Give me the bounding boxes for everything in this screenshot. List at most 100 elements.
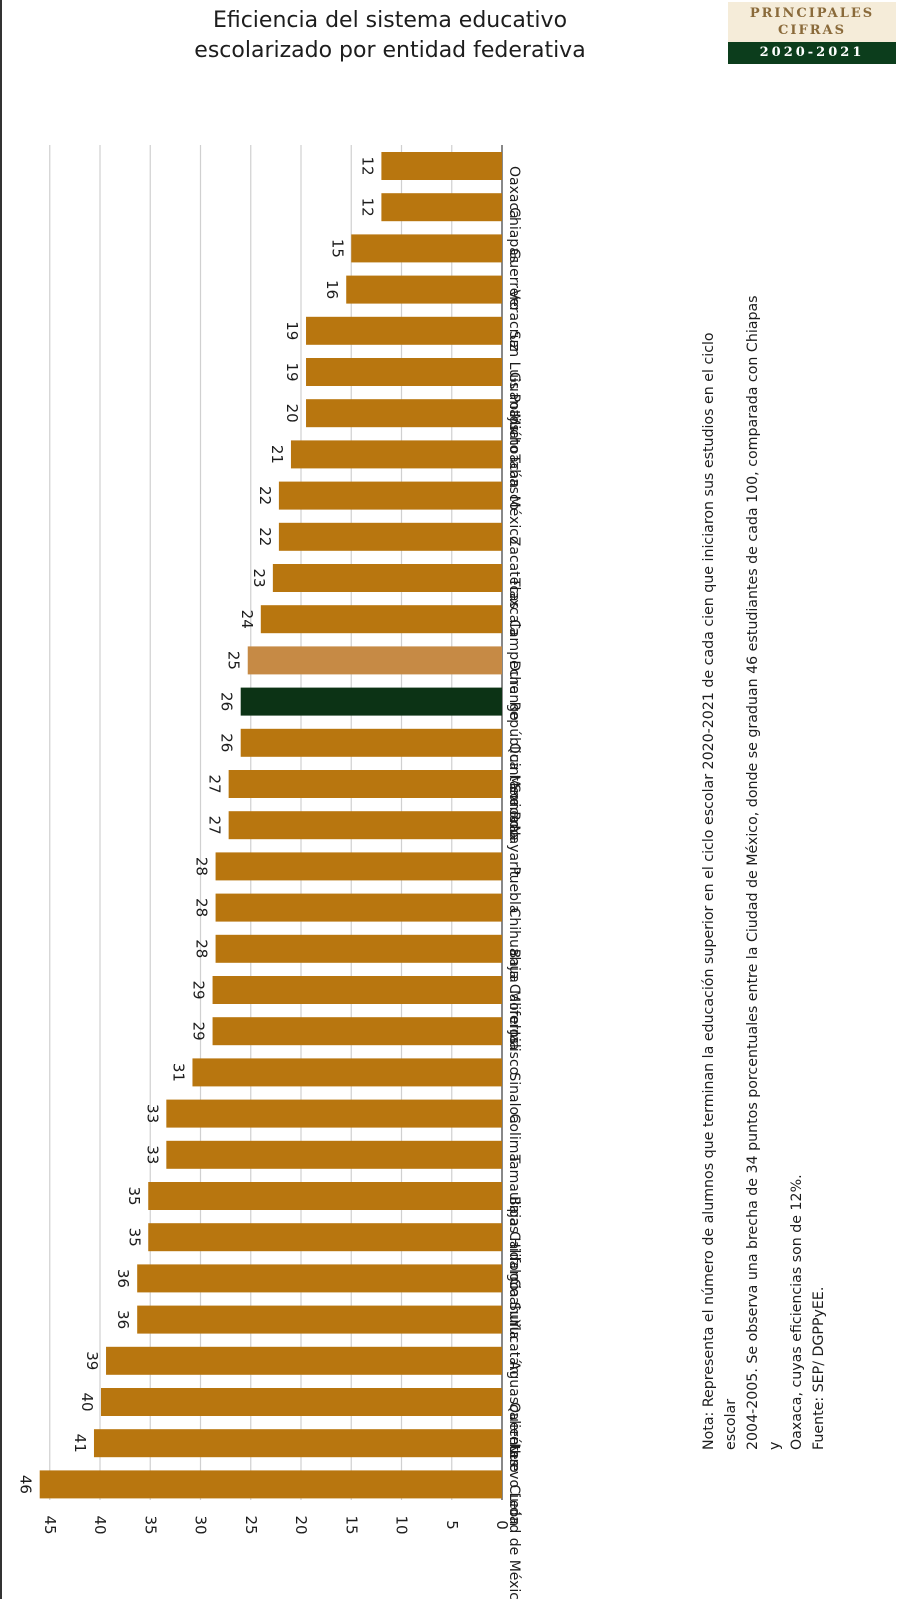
value-label: 26: [218, 733, 236, 752]
chart-title: Eficiencia del sistema educativo escolar…: [150, 6, 630, 66]
value-label: 26: [218, 692, 236, 711]
tick-label: 15: [342, 1515, 360, 1534]
bar: [240, 687, 502, 716]
bar: [306, 358, 502, 386]
bar: [212, 1017, 502, 1046]
bar: [215, 852, 502, 881]
bar: [260, 605, 502, 634]
bar: [306, 399, 502, 428]
tick-label: 0: [493, 1520, 511, 1530]
value-label: 23: [250, 568, 268, 587]
bar: [278, 481, 502, 510]
category-label: Yucatán: [506, 1319, 522, 1375]
value-label: 35: [125, 1228, 143, 1247]
tick-label: 40: [91, 1515, 109, 1534]
value-label: 16: [323, 280, 341, 299]
bar: [228, 770, 502, 798]
value-label: 21: [268, 445, 286, 464]
bar: [137, 1264, 502, 1293]
value-label: 40: [78, 1392, 96, 1411]
bar: [166, 1099, 502, 1128]
chart-title-line2: escolarizado por entidad federativa: [194, 38, 586, 63]
category-label: Sonora: [506, 784, 522, 833]
bar: [39, 1470, 502, 1499]
value-label: 19: [283, 362, 301, 381]
tick-label: 35: [141, 1515, 159, 1534]
value-label: 31: [169, 1063, 187, 1082]
badge-line2: CIFRAS: [778, 23, 846, 38]
bar: [148, 1182, 503, 1210]
bar: [351, 234, 502, 263]
category-label: Tamaulipas: [506, 1154, 522, 1233]
value-label: 28: [193, 898, 211, 917]
bar: [247, 646, 502, 675]
tick-label: 5: [443, 1520, 461, 1530]
category-label: Nayarit: [506, 825, 522, 877]
category-label: Coahuila: [506, 1278, 522, 1339]
bar: [278, 522, 502, 551]
value-label: 33: [143, 1145, 161, 1164]
value-label: 19: [283, 321, 301, 340]
category-label: Oaxaca: [506, 166, 522, 219]
note-source: Fuente: SEP/ DGPPyEE.: [811, 1286, 827, 1450]
value-label: 22: [256, 486, 274, 505]
value-label: 22: [256, 527, 274, 546]
category-label: Durango: [506, 660, 522, 720]
bar: [106, 1346, 502, 1375]
value-label: 39: [83, 1351, 101, 1370]
category-label: República Mexicana: [506, 702, 522, 841]
badge-label: PRINCIPALES CIFRAS: [728, 2, 896, 42]
value-label: 41: [71, 1434, 89, 1453]
bar: [306, 316, 502, 345]
value-label: 28: [193, 857, 211, 876]
category-label: México: [506, 496, 522, 545]
bar: [381, 193, 502, 222]
tick-label: 10: [393, 1515, 411, 1534]
category-label: Michoacán: [506, 413, 522, 488]
category-label: Campeche: [506, 619, 522, 694]
bar: [215, 893, 502, 922]
note-line1: Nota: Representa el número de alumnos qu…: [701, 332, 739, 1450]
category-label: Sinaloa: [506, 1072, 522, 1123]
value-label: 12: [358, 198, 376, 217]
left-edge-line: [0, 0, 2, 1599]
bar: [240, 728, 502, 757]
note-line2: 2004-2005. Se observa una brecha de 34 p…: [745, 295, 783, 1450]
category-label: Nuevo León: [506, 1443, 522, 1526]
category-label: Guerrero: [506, 248, 522, 310]
chart-note: Nota: Representa el número de alumnos qu…: [698, 290, 830, 1450]
value-label: 20: [283, 404, 301, 423]
value-label: 12: [358, 156, 376, 175]
tick-label: 25: [242, 1515, 260, 1534]
chart-title-line1: Eficiencia del sistema educativo: [212, 8, 568, 33]
category-label: Chiapas: [506, 207, 522, 263]
value-label: 15: [328, 239, 346, 258]
category-label: Chihuahua: [506, 908, 522, 983]
category-label: Ciudad de México: [506, 1484, 522, 1599]
bar: [290, 440, 502, 469]
value-label: 28: [193, 939, 211, 958]
category-label: Veracruz: [506, 290, 522, 351]
bar: [93, 1429, 502, 1458]
value-label: 36: [114, 1310, 132, 1329]
bar: [212, 976, 502, 1004]
category-label: Jalisco: [506, 1030, 522, 1075]
category-label: Guanajuato: [506, 372, 522, 453]
note-line3: Oaxaca, cuyas eficiencias son de 12%.: [789, 1174, 805, 1450]
value-label: 27: [206, 816, 224, 835]
category-label: Puebla: [506, 866, 522, 913]
category-label: Querétaro: [506, 1402, 522, 1473]
tick-label: 30: [192, 1515, 210, 1534]
badge-line1: PRINCIPALES: [749, 6, 875, 21]
bar: [192, 1058, 502, 1087]
tick-label: 45: [41, 1515, 59, 1534]
category-label: Colima: [506, 1114, 522, 1162]
bar: [228, 811, 502, 840]
value-label: 35: [125, 1186, 143, 1205]
bar: [148, 1223, 503, 1252]
category-label: Tabasco: [506, 453, 522, 510]
principales-cifras-badge: PRINCIPALES CIFRAS 2020-2021: [728, 2, 896, 64]
bar: [381, 152, 502, 180]
category-label: Zacatecas: [506, 537, 522, 609]
value-label: 25: [225, 651, 243, 670]
